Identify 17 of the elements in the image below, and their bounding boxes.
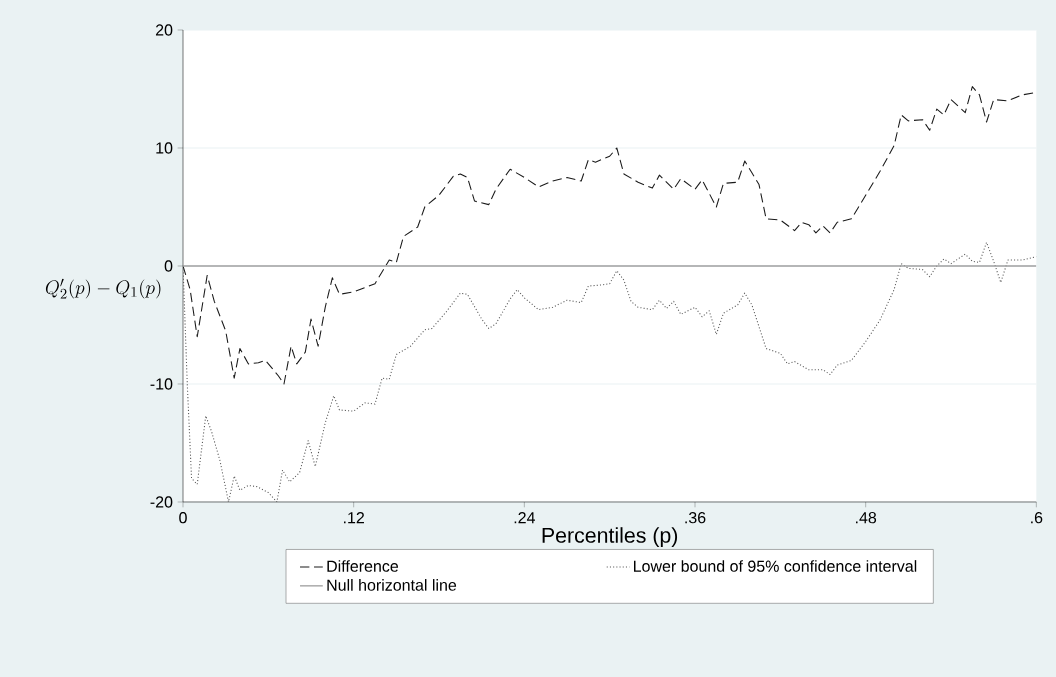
line-series <box>183 86 1037 385</box>
x-axis-title: Percentiles (p) <box>542 527 678 548</box>
x-tick-label: .36 <box>685 512 706 524</box>
legend-label: Difference <box>327 560 399 572</box>
x-tick-label: .12 <box>344 512 364 524</box>
y-tick-label: -20 <box>150 496 173 508</box>
legend-label: Null horizontal line <box>327 579 457 591</box>
y-axis-title: $Q'_2(p) - Q_1(p)$ <box>45 278 161 299</box>
y-tick-label: 10 <box>156 142 173 154</box>
legend-label: Lower bound of 95% confidence interval <box>634 560 917 572</box>
x-tick-label: .6 <box>1031 512 1043 524</box>
x-tick-label: 0 <box>179 512 187 524</box>
x-tick-label: .24 <box>514 512 535 524</box>
y-tick-label: 0 <box>164 260 173 272</box>
x-tick-label: .48 <box>856 512 877 524</box>
y-tick-label: 20 <box>155 24 173 36</box>
y-tick-label: -10 <box>150 378 173 390</box>
